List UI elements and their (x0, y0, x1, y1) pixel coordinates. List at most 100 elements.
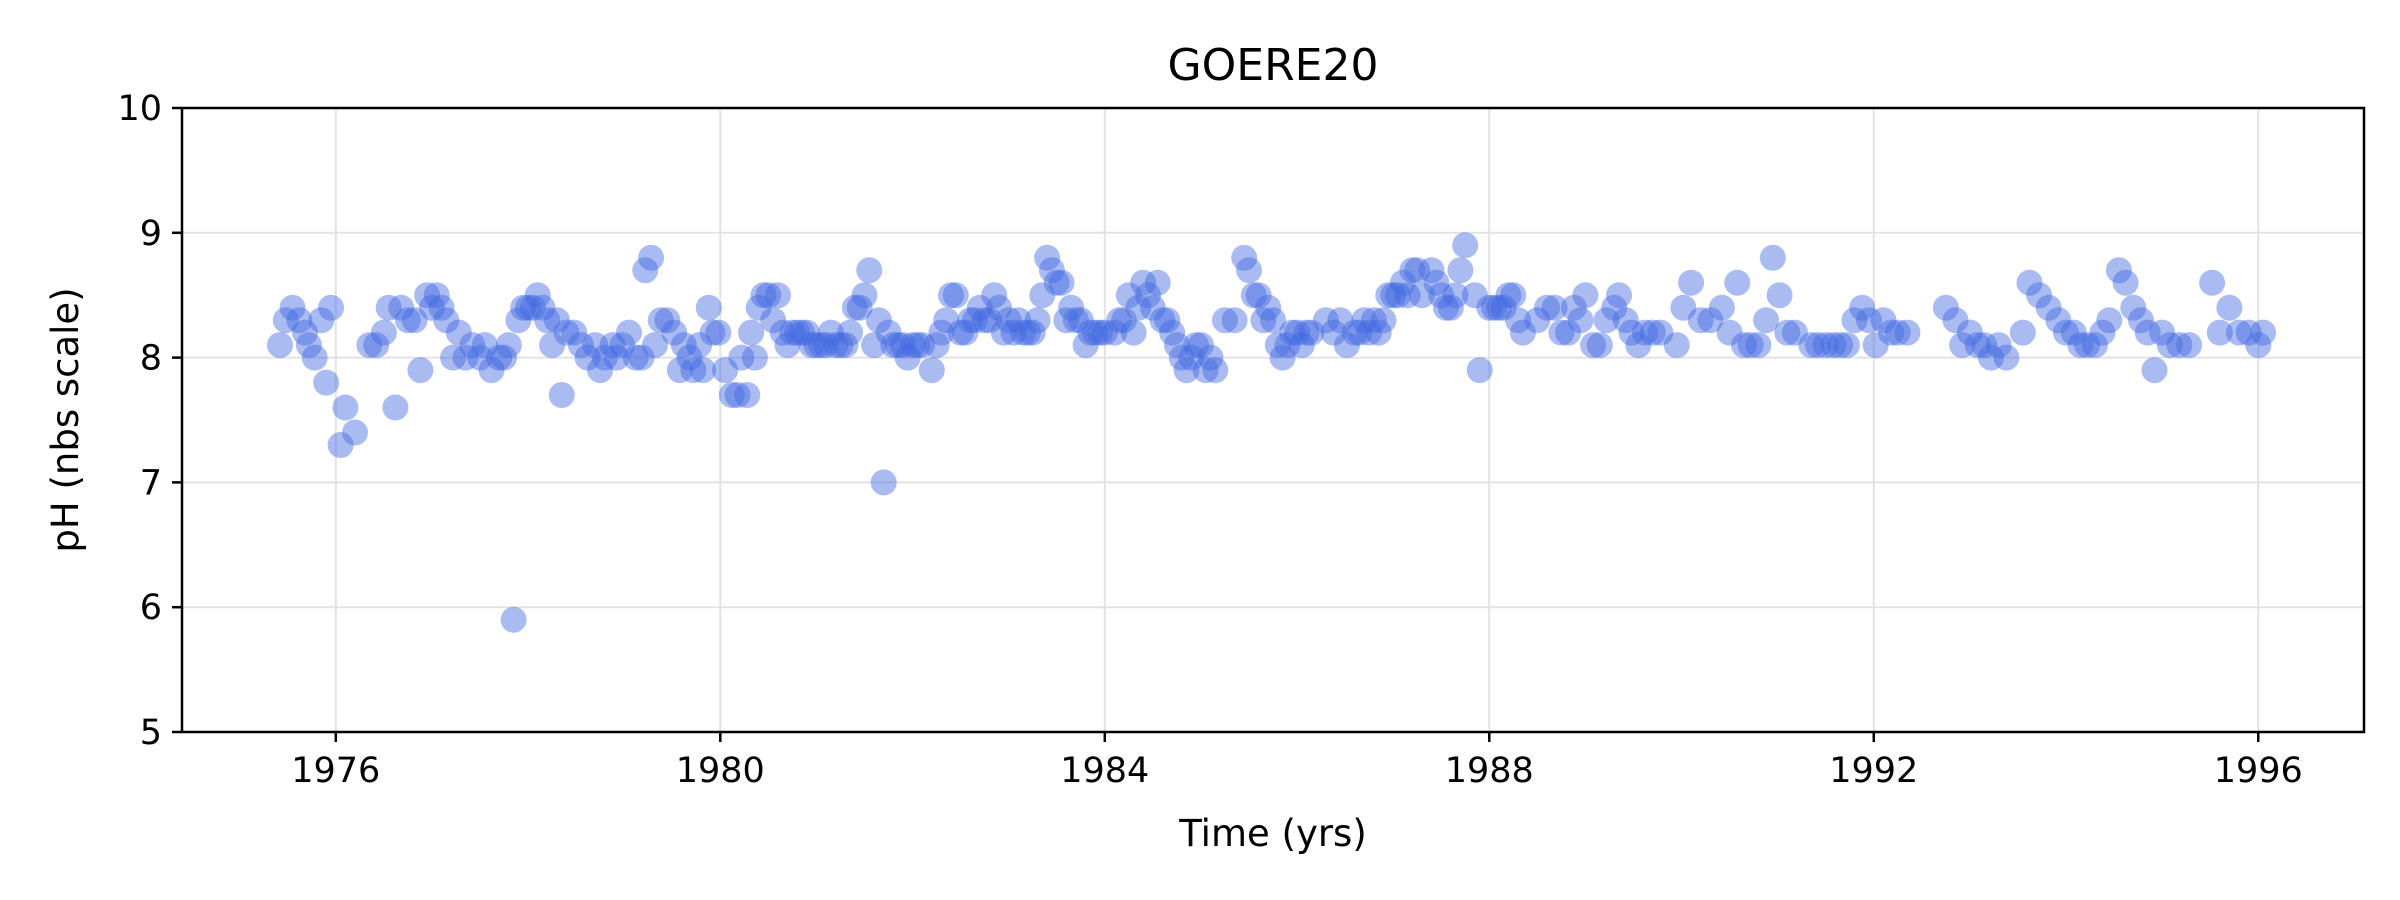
data-point (1293, 319, 1320, 346)
data-point (574, 344, 601, 371)
data-point (548, 382, 575, 408)
data-point (2081, 332, 2108, 359)
data-point (2045, 307, 2072, 334)
data-point (1985, 332, 2012, 359)
data-point (676, 344, 703, 371)
data-point (779, 319, 806, 346)
data-point (1370, 307, 1397, 334)
data-point (2096, 307, 2123, 334)
data-point (2206, 319, 2233, 346)
data-point (1062, 307, 1089, 334)
data-point (1409, 282, 1435, 309)
data-point (418, 294, 445, 321)
data-point (817, 319, 844, 346)
data-point (616, 319, 642, 346)
data-point (1490, 294, 1517, 321)
data-point (1269, 344, 1296, 371)
data-point (292, 319, 318, 346)
data-point (1043, 269, 1070, 296)
data-point (1284, 319, 1310, 346)
data-point (1555, 319, 1582, 346)
data-point (1716, 319, 1743, 346)
data-point (428, 294, 455, 321)
data-point (1753, 307, 1780, 334)
y-tick-label: 6 (140, 588, 162, 628)
data-point (1870, 307, 1897, 334)
data-point (990, 319, 1017, 346)
data-point (515, 294, 541, 321)
data-point (1647, 319, 1674, 346)
data-point (1601, 294, 1628, 321)
data-point (686, 332, 713, 359)
data-point (2128, 307, 2154, 334)
data-point (1211, 307, 1238, 334)
data-point (510, 294, 537, 321)
data-point (2067, 332, 2094, 359)
data-point (1942, 307, 1969, 334)
data-point (889, 332, 916, 359)
data-point (519, 294, 546, 321)
data-point (1168, 344, 1195, 371)
data-point (1120, 319, 1147, 346)
data-point (690, 357, 716, 384)
data-point (1442, 282, 1469, 309)
data-point (1731, 332, 1757, 359)
data-point (1812, 332, 1839, 359)
data-point (1724, 269, 1751, 296)
data-point (1971, 332, 1998, 359)
data-point (1437, 294, 1464, 321)
data-point (861, 332, 888, 359)
data-point (1389, 269, 1416, 296)
data-point (666, 357, 693, 384)
data-point (2235, 319, 2262, 346)
data-point (445, 319, 472, 346)
data-point (1534, 294, 1560, 321)
data-point (2216, 294, 2243, 321)
data-point (1618, 319, 1645, 346)
data-point (952, 319, 979, 346)
data-point (529, 294, 556, 321)
data-point (591, 344, 618, 371)
data-point (1606, 282, 1632, 309)
data-point (827, 332, 854, 359)
data-point (971, 307, 998, 334)
data-point (1356, 319, 1383, 346)
x-tick-label: 1992 (1829, 751, 1918, 791)
data-point (599, 332, 626, 359)
data-point (1320, 319, 1347, 346)
data-point (272, 307, 299, 334)
data-point (2060, 319, 2087, 346)
data-point (638, 244, 665, 271)
data-point (279, 294, 306, 321)
data-point (301, 344, 328, 371)
data-point (1274, 332, 1301, 359)
data-point (1029, 282, 1056, 309)
data-point (1178, 344, 1205, 371)
data-point (295, 332, 322, 359)
data-point (670, 332, 697, 359)
y-tick-label: 7 (140, 463, 162, 503)
data-point (1423, 269, 1450, 296)
data-point (2112, 269, 2139, 296)
data-point (1385, 282, 1411, 309)
data-point (2166, 332, 2193, 359)
data-point (885, 332, 912, 359)
data-point (1978, 344, 2004, 371)
data-point (313, 369, 340, 396)
data-point (789, 319, 815, 346)
data-point (718, 382, 745, 408)
data-point (894, 344, 921, 371)
data-point (1541, 294, 1568, 321)
data-point (1418, 257, 1445, 284)
data-point (1580, 332, 1607, 359)
data-point (1774, 319, 1801, 346)
data-point (641, 332, 668, 359)
data-point (976, 307, 1003, 334)
data-point (1485, 294, 1512, 321)
data-point (784, 319, 811, 346)
data-point (1250, 307, 1277, 334)
data-point (813, 332, 839, 359)
data-point (1687, 307, 1714, 334)
data-point (308, 307, 335, 334)
data-point (798, 332, 825, 359)
